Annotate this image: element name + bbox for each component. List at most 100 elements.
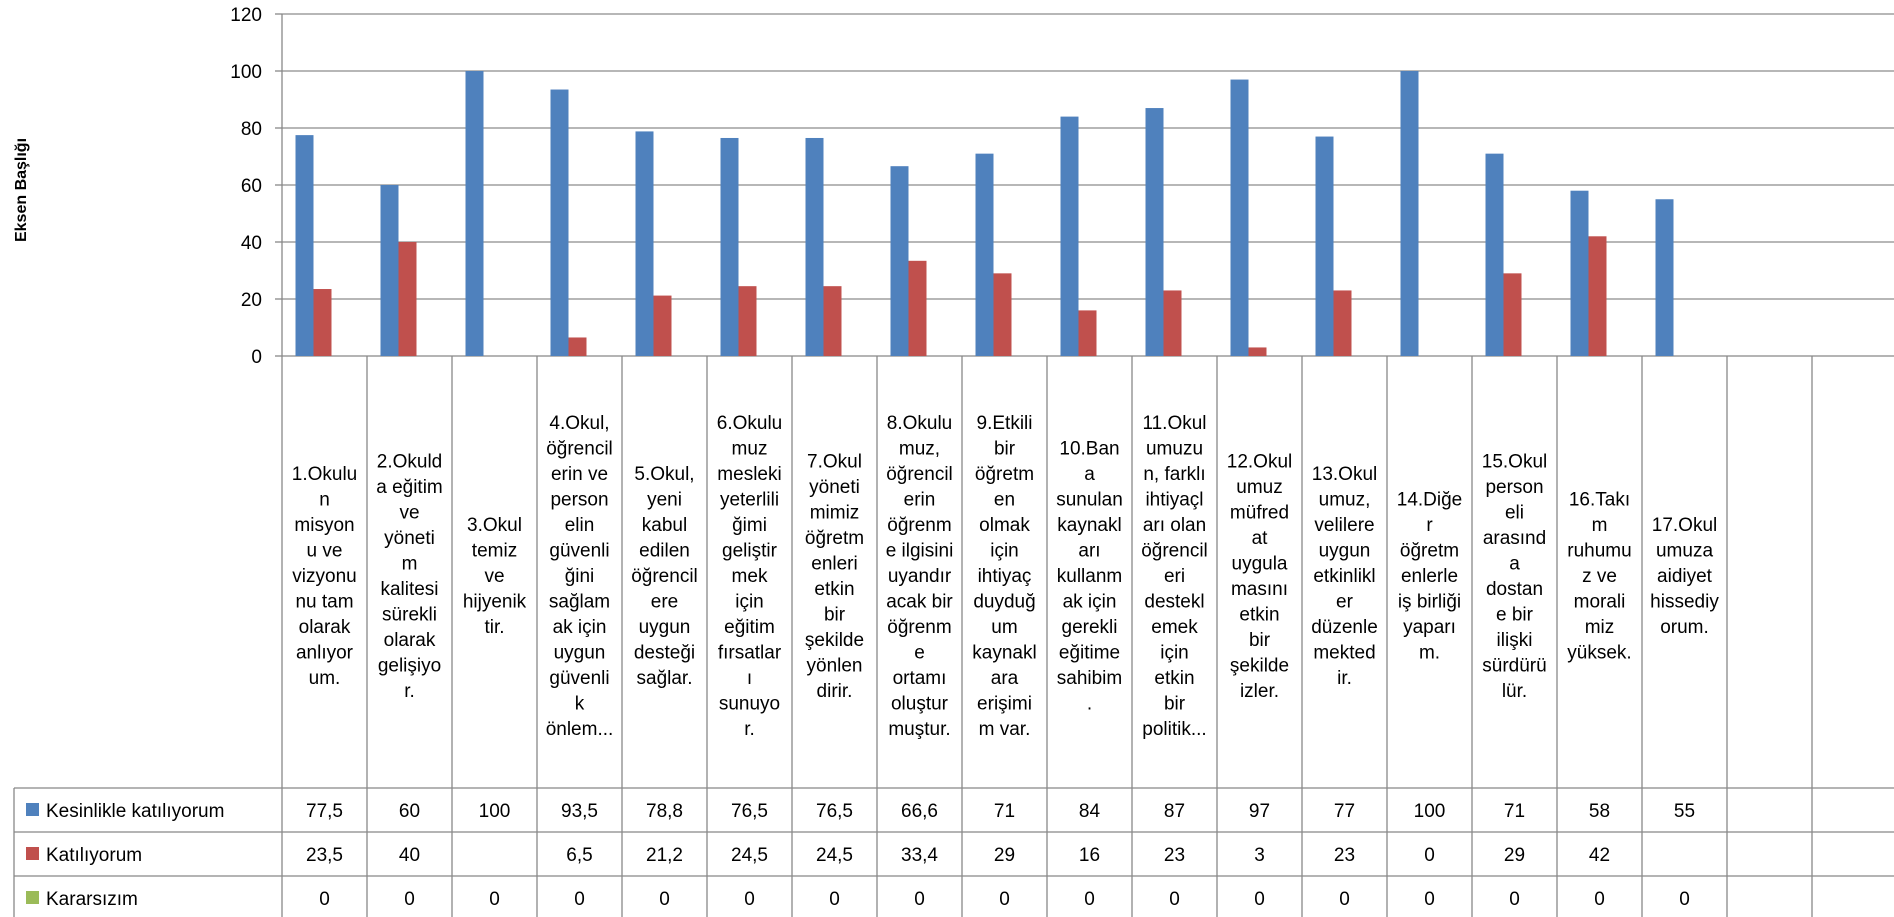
data-cell-3-14: 0 bbox=[1424, 889, 1435, 910]
y-tick-label: 40 bbox=[241, 233, 262, 254]
data-cell-3-16: 0 bbox=[1594, 889, 1605, 910]
bar-1-4 bbox=[550, 89, 569, 357]
y-tick-label: 80 bbox=[241, 119, 262, 140]
data-cell-3-4: 0 bbox=[574, 889, 585, 910]
bar-1-10 bbox=[1060, 116, 1079, 356]
y-tick-label: 20 bbox=[241, 290, 262, 311]
data-cell-3-9: 0 bbox=[999, 889, 1010, 910]
data-cell-2-6: 24,5 bbox=[731, 845, 768, 866]
data-cell-2-12: 3 bbox=[1254, 845, 1265, 866]
y-axis-title: Eksen Başlığı bbox=[13, 138, 30, 242]
data-cell-1-15: 71 bbox=[1504, 801, 1525, 822]
data-cell-3-1: 0 bbox=[319, 889, 330, 910]
data-cell-1-16: 58 bbox=[1589, 801, 1610, 822]
data-cell-3-3: 0 bbox=[489, 889, 500, 910]
data-cell-2-8: 33,4 bbox=[901, 845, 938, 866]
data-cell-3-13: 0 bbox=[1339, 889, 1350, 910]
legend-label-2: Katılıyorum bbox=[46, 845, 142, 866]
legend-label-3: Kararsızım bbox=[46, 889, 138, 910]
y-tick-label: 100 bbox=[230, 62, 262, 83]
data-cell-1-5: 78,8 bbox=[646, 801, 683, 822]
data-cell-3-6: 0 bbox=[744, 889, 755, 910]
legend-key-1 bbox=[26, 803, 39, 816]
bars bbox=[295, 71, 1674, 357]
category-label-4: 4.Okul, öğrencil erin ve person elin güvenli ğ… bbox=[546, 413, 614, 740]
category-label-8: 8.Okulu muz, öğrencil erin öğrenm e ilgisini u… bbox=[886, 413, 954, 740]
data-cell-3-5: 0 bbox=[659, 889, 670, 910]
bar-1-13 bbox=[1315, 136, 1334, 356]
data-cell-2-4: 6,5 bbox=[566, 845, 592, 866]
data-cell-2-2: 40 bbox=[399, 845, 420, 866]
data-cell-2-9: 29 bbox=[994, 845, 1015, 866]
bar-1-14 bbox=[1400, 71, 1419, 356]
legend-key-2 bbox=[26, 847, 39, 860]
data-cell-3-12: 0 bbox=[1254, 889, 1265, 910]
data-cell-2-7: 24,5 bbox=[816, 845, 853, 866]
data-cell-1-7: 76,5 bbox=[816, 801, 853, 822]
bar-2-13 bbox=[1333, 290, 1352, 356]
bar-1-1 bbox=[295, 135, 314, 356]
bar-2-8 bbox=[908, 260, 927, 356]
data-cell-2-15: 29 bbox=[1504, 845, 1525, 866]
data-cell-1-2: 60 bbox=[399, 801, 420, 822]
category-label-7: 7.Okul yöneti mimiz öğretm enleri etkin bir şek… bbox=[805, 451, 864, 702]
category-label-5: 5.Okul, yeni kabul edilen öğrencil ere uygun de… bbox=[631, 464, 698, 689]
bar-1-9 bbox=[975, 153, 994, 356]
y-axis: 0 20 40 60 80 100 120 bbox=[230, 5, 283, 368]
category-label-14: 14.Diğe r öğretm enlerle iş birliği yaparı m. bbox=[1397, 490, 1463, 664]
data-cell-1-12: 97 bbox=[1249, 801, 1270, 822]
data-cell-1-4: 93,5 bbox=[561, 801, 598, 822]
bar-2-5 bbox=[653, 295, 672, 356]
y-tick-label: 120 bbox=[230, 5, 262, 26]
bar-2-15 bbox=[1503, 273, 1522, 356]
bar-1-11 bbox=[1145, 108, 1164, 356]
data-cell-1-1: 77,5 bbox=[306, 801, 343, 822]
bar-1-12 bbox=[1230, 79, 1249, 357]
bar-2-1 bbox=[313, 289, 332, 356]
bar-1-16 bbox=[1570, 190, 1589, 356]
data-cell-2-11: 23 bbox=[1164, 845, 1185, 866]
data-cell-3-11: 0 bbox=[1169, 889, 1180, 910]
data-table: 1.Okulu n misyon u ve vizyonu nu tam olarak anl… bbox=[13, 356, 1894, 917]
category-label-2: 2.Okuld a eğitim ve yöneti m kalitesi sürekli o… bbox=[376, 451, 443, 702]
data-cell-2-1: 23,5 bbox=[306, 845, 343, 866]
data-cell-3-17: 0 bbox=[1679, 889, 1690, 910]
data-cell-1-10: 84 bbox=[1079, 801, 1101, 822]
data-cell-1-3: 100 bbox=[479, 801, 511, 822]
bar-1-5 bbox=[635, 131, 654, 356]
bar-2-6 bbox=[738, 286, 757, 356]
data-cell-1-11: 87 bbox=[1164, 801, 1185, 822]
data-cell-3-2: 0 bbox=[404, 889, 415, 910]
bar-2-16 bbox=[1588, 236, 1607, 356]
data-cell-3-10: 0 bbox=[1084, 889, 1095, 910]
bar-1-2 bbox=[380, 185, 399, 356]
legend-key-3 bbox=[26, 891, 39, 904]
data-cell-3-8: 0 bbox=[914, 889, 925, 910]
category-label-17: 17.Okul umuza aidiyet hissediy orum. bbox=[1650, 515, 1719, 638]
data-cell-3-15: 0 bbox=[1509, 889, 1520, 910]
bar-1-15 bbox=[1485, 153, 1504, 356]
y-tick-label: 60 bbox=[241, 176, 262, 197]
bar-2-7 bbox=[823, 286, 842, 356]
bar-2-4 bbox=[568, 337, 587, 356]
data-cell-1-17: 55 bbox=[1674, 801, 1695, 822]
bar-1-6 bbox=[720, 137, 739, 356]
bar-2-2 bbox=[398, 242, 417, 356]
bar-1-17 bbox=[1655, 199, 1674, 356]
data-cell-2-10: 16 bbox=[1079, 845, 1100, 866]
y-tick-label: 0 bbox=[251, 347, 262, 368]
bar-2-11 bbox=[1163, 290, 1182, 356]
category-label-13: 13.Okul umuz, velilere uygun etkinlikl er düze… bbox=[1311, 464, 1378, 689]
data-cell-3-7: 0 bbox=[829, 889, 840, 910]
data-cell-1-9: 71 bbox=[994, 801, 1015, 822]
data-cell-2-13: 23 bbox=[1334, 845, 1355, 866]
data-cell-2-16: 42 bbox=[1589, 845, 1610, 866]
data-cell-1-8: 66,6 bbox=[901, 801, 938, 822]
category-label-9: 9.Etkili bir öğretm en olmak için ihtiyaç duydu… bbox=[972, 413, 1036, 740]
category-label-6: 6.Okulu muz mesleki yeterlili ğimi geliştir me… bbox=[717, 413, 782, 740]
bar-2-10 bbox=[1078, 310, 1097, 356]
legend-label-1: Kesinlikle katılıyorum bbox=[46, 801, 224, 822]
bar-1-3 bbox=[465, 71, 484, 356]
gridlines bbox=[282, 13, 1894, 357]
